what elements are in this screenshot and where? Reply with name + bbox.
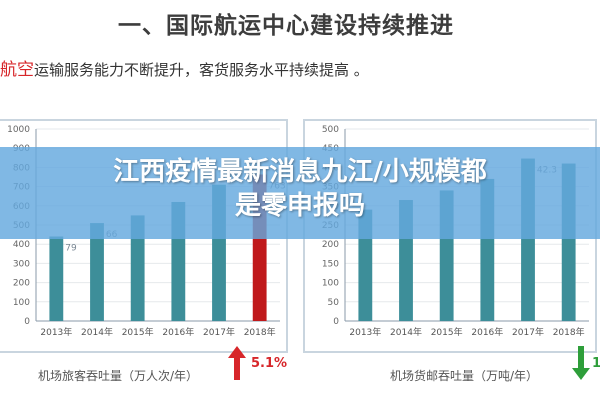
x-tick-label: 2018年: [244, 326, 276, 338]
headline-line-1: 江西疫情最新消息九江/小规模都: [113, 157, 487, 187]
x-tick-label: 2016年: [471, 326, 503, 338]
y-tick-label: 100: [322, 279, 339, 289]
passenger-chart-caption: 机场旅客吞吐量（万人次/年）: [38, 369, 199, 383]
summary-text: 运输服务能力不断提升，客货服务水平持续提高 。: [34, 61, 369, 79]
x-tick-label: 2013年: [349, 326, 381, 338]
x-tick-label: 2016年: [162, 326, 194, 338]
summary-line: 航空运输服务能力不断提升，客货服务水平持续提高 。: [0, 55, 369, 80]
y-tick-label: 1000: [7, 125, 30, 135]
data-label: 79: [65, 244, 77, 254]
x-tick-label: 2017年: [512, 326, 544, 338]
x-tick-label: 2014年: [390, 326, 422, 338]
x-tick-label: 2017年: [203, 326, 235, 338]
passenger-change-percent: 5.1%: [251, 356, 288, 371]
y-tick-label: 100: [13, 298, 30, 308]
y-tick-label: 0: [333, 317, 339, 327]
y-tick-label: 150: [322, 259, 339, 269]
up-arrow-icon: [228, 346, 246, 380]
x-tick-label: 2014年: [81, 326, 113, 338]
y-tick-label: 50: [328, 298, 340, 308]
x-tick-label: 2015年: [122, 326, 154, 338]
y-tick-label: 200: [13, 279, 30, 289]
y-tick-label: 200: [322, 240, 339, 250]
down-arrow-icon: [572, 346, 590, 380]
cargo-change-percent: 1.: [592, 356, 600, 371]
bar: [130, 215, 145, 321]
highlight-word: 航空: [0, 60, 34, 80]
cargo-chart-caption: 机场货邮吞吐量（万吨/年）: [390, 369, 539, 383]
x-tick-label: 2018年: [553, 326, 585, 338]
headline-text: 江西疫情最新消息九江/小规模都 是零申报吗: [0, 155, 600, 223]
x-tick-label: 2015年: [431, 326, 463, 338]
headline-banner: 江西疫情最新消息九江/小规模都 是零申报吗: [0, 147, 600, 239]
page-title: 一、国际航运中心建设持续推进: [118, 13, 454, 39]
y-tick-label: 0: [24, 317, 30, 327]
bar: [90, 223, 104, 321]
x-tick-label: 2013年: [40, 326, 72, 338]
y-tick-label: 400: [13, 240, 30, 250]
bar: [49, 236, 64, 321]
y-tick-label: 500: [322, 125, 339, 135]
headline-line-2: 是零申报吗: [234, 191, 365, 221]
y-tick-label: 300: [13, 259, 30, 269]
